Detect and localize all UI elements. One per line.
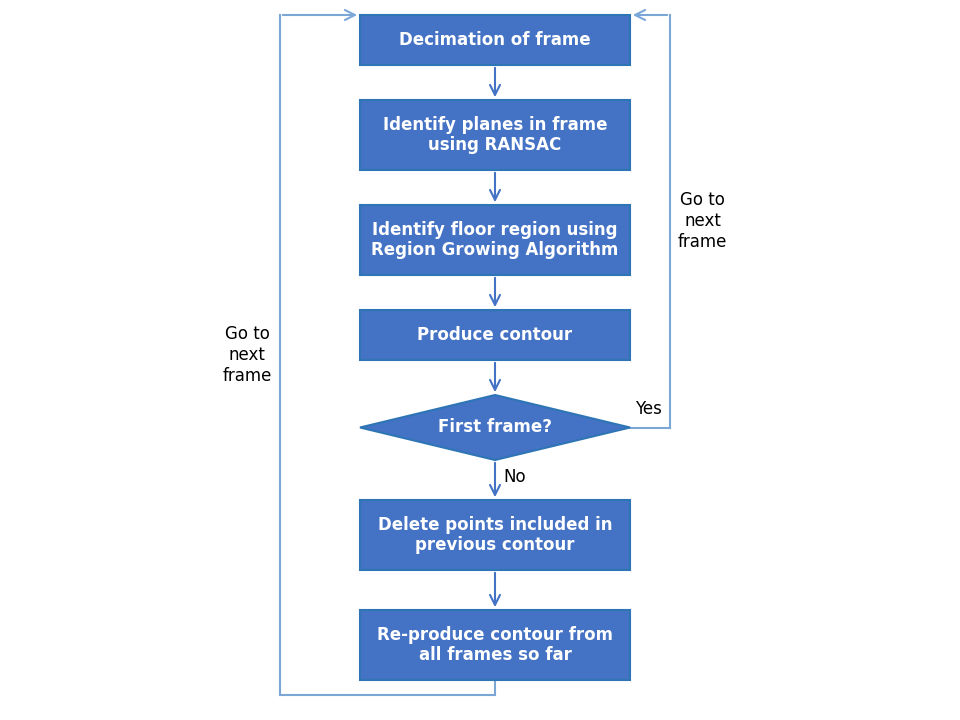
Polygon shape	[360, 395, 630, 460]
Text: No: No	[503, 468, 526, 486]
FancyBboxPatch shape	[360, 610, 630, 680]
Text: Identify floor region using
Region Growing Algorithm: Identify floor region using Region Growi…	[372, 220, 618, 259]
Text: Decimation of frame: Decimation of frame	[399, 31, 590, 49]
Text: Produce contour: Produce contour	[418, 326, 572, 344]
Text: Go to
next
frame: Go to next frame	[678, 192, 728, 251]
Text: Re-produce contour from
all frames so far: Re-produce contour from all frames so fa…	[377, 626, 613, 665]
Text: Go to
next
frame: Go to next frame	[223, 325, 272, 384]
FancyBboxPatch shape	[360, 500, 630, 570]
Text: Identify planes in frame
using RANSAC: Identify planes in frame using RANSAC	[383, 116, 608, 154]
FancyBboxPatch shape	[360, 310, 630, 360]
FancyBboxPatch shape	[360, 100, 630, 170]
FancyBboxPatch shape	[360, 205, 630, 275]
Text: Delete points included in
previous contour: Delete points included in previous conto…	[377, 516, 612, 554]
Text: Yes: Yes	[635, 400, 661, 418]
FancyBboxPatch shape	[360, 15, 630, 65]
Text: First frame?: First frame?	[438, 418, 552, 436]
